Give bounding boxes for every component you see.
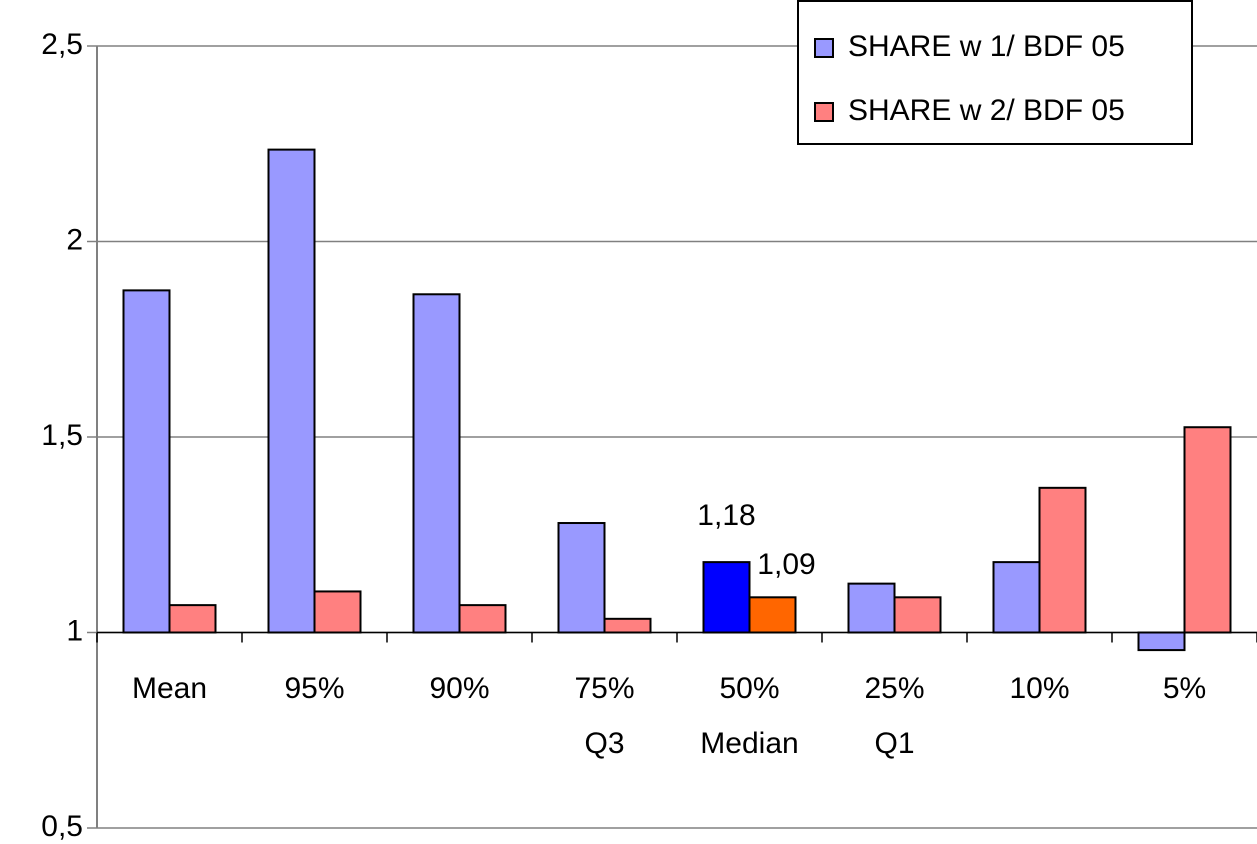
bar: [748, 596, 797, 634]
x-tick-label: 10%: [1009, 672, 1069, 705]
bar: [458, 604, 507, 634]
bar: [1137, 631, 1186, 652]
bar: [412, 293, 461, 634]
legend-box: [797, 0, 1193, 145]
bar: [893, 596, 942, 634]
x-tick-label: 75%: [574, 672, 634, 705]
y-tick-label: 1: [66, 614, 83, 647]
x-tick-label: 90%: [429, 672, 489, 705]
y-tick-label: 0,5: [41, 810, 83, 843]
x-tick-label: Q3: [584, 727, 624, 760]
bar: [992, 561, 1041, 634]
bar: [267, 148, 316, 634]
legend-label: SHARE w 2/ BDF 05: [848, 94, 1125, 127]
x-tick-label: Q1: [874, 727, 914, 760]
bar: [1038, 486, 1087, 634]
x-tick-label: Median: [700, 727, 798, 760]
bar: [557, 522, 606, 634]
x-tick-label: 95%: [284, 672, 344, 705]
data-label: 1,18: [697, 499, 755, 532]
bar: [313, 590, 362, 634]
y-tick-label: 1,5: [41, 419, 83, 452]
y-tick-label: 2: [66, 223, 83, 256]
legend-label: SHARE w 1/ BDF 05: [848, 30, 1125, 63]
x-tick-label: 25%: [864, 672, 924, 705]
legend-swatch: [814, 38, 834, 58]
bar: [702, 561, 751, 634]
data-label: 1,09: [757, 548, 815, 581]
x-tick-label: Mean: [132, 672, 207, 705]
x-tick-label: 5%: [1163, 672, 1206, 705]
x-tick-label: 50%: [719, 672, 779, 705]
y-tick-label: 2,5: [41, 28, 83, 61]
bar: [603, 617, 652, 634]
bar: [1183, 426, 1232, 634]
legend-swatch: [814, 102, 834, 122]
bar: [122, 289, 171, 634]
bar: [168, 604, 217, 634]
bar: [847, 582, 896, 634]
